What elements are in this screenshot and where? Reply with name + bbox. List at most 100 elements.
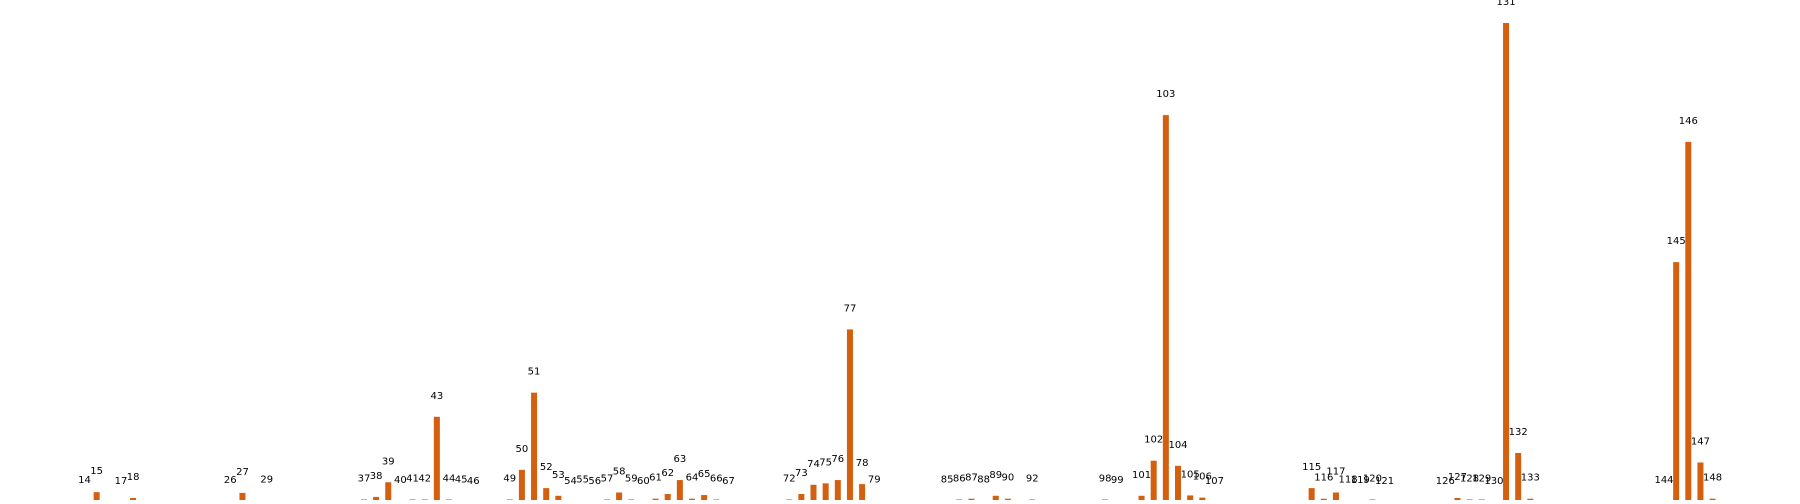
bar-label-105: 105 (1181, 469, 1200, 480)
bar-label-40: 40 (394, 475, 407, 486)
bar-label-17: 17 (115, 476, 128, 487)
bar-label-62: 62 (661, 468, 674, 479)
bar-label-49: 49 (503, 473, 516, 484)
bar-label-27: 27 (236, 467, 249, 478)
bar-label-73: 73 (795, 468, 808, 479)
bar-73 (798, 493, 805, 502)
bar-label-118: 118 (1339, 475, 1358, 486)
bar-label-119: 119 (1351, 475, 1370, 486)
bar-77 (846, 329, 853, 502)
bar-131 (1503, 23, 1510, 502)
bar-label-57: 57 (601, 473, 614, 484)
bar-label-148: 148 (1703, 473, 1722, 484)
bar-76 (834, 480, 841, 502)
bar-label-145: 145 (1667, 236, 1686, 247)
bar-label-66: 66 (710, 473, 723, 484)
bar-104 (1175, 465, 1181, 502)
bar-74 (810, 484, 817, 502)
bar-75 (822, 483, 829, 502)
bar-label-117: 117 (1326, 466, 1345, 477)
bar-label-121: 121 (1375, 476, 1394, 487)
bar-label-38: 38 (370, 471, 383, 482)
bar-146 (1685, 141, 1692, 502)
bar-101 (1138, 495, 1145, 502)
bar-label-54: 54 (564, 476, 577, 487)
bar-102 (1150, 460, 1157, 502)
bar-label-39: 39 (382, 456, 395, 467)
bar-label-127: 127 (1448, 472, 1467, 483)
bar-label-67: 67 (722, 476, 735, 487)
bar-label-76: 76 (831, 454, 844, 465)
bar-58 (616, 492, 623, 502)
bar-label-53: 53 (552, 470, 565, 481)
bar-label-86: 86 (953, 473, 966, 484)
bar-label-50: 50 (516, 444, 529, 455)
bar-label-14: 14 (78, 475, 91, 486)
bar-147 (1697, 462, 1704, 502)
bar-145 (1673, 262, 1680, 502)
bar-117 (1332, 492, 1339, 502)
bar-78 (859, 484, 866, 502)
bar-label-15: 15 (90, 466, 103, 477)
bar-label-51: 51 (528, 367, 541, 378)
bar-52 (543, 488, 550, 502)
bar-38 (373, 496, 380, 502)
bar-label-129: 129 (1472, 473, 1491, 484)
bar-115 (1308, 488, 1315, 502)
bar-label-104: 104 (1168, 440, 1187, 451)
bar-label-98: 98 (1099, 473, 1112, 484)
bar-51 (531, 392, 538, 502)
bar-label-101: 101 (1132, 470, 1151, 481)
bar-label-107: 107 (1205, 476, 1224, 487)
bar-label-58: 58 (613, 466, 626, 477)
bar-label-89: 89 (989, 470, 1002, 481)
bar-label-45: 45 (455, 475, 468, 486)
bar-43 (433, 416, 440, 502)
bar-89 (992, 495, 999, 502)
bar-label-131: 131 (1497, 0, 1516, 8)
bar-label-106: 106 (1193, 472, 1212, 483)
bar-label-44: 44 (443, 473, 456, 484)
bar-15 (93, 492, 100, 502)
bar-label-42: 42 (418, 473, 431, 484)
bar-103 (1162, 115, 1169, 502)
bar-label-128: 128 (1460, 473, 1479, 484)
bar-label-52: 52 (540, 462, 553, 473)
bar-label-37: 37 (358, 473, 371, 484)
bar-label-120: 120 (1363, 473, 1382, 484)
bar-label-92: 92 (1026, 473, 1039, 484)
bar-label-146: 146 (1679, 116, 1698, 127)
bar-label-133: 133 (1521, 473, 1540, 484)
bar-label-130: 130 (1484, 476, 1503, 487)
bar-label-26: 26 (224, 475, 237, 486)
bar-label-65: 65 (698, 469, 711, 480)
bar-label-55: 55 (576, 475, 589, 486)
bar-label-87: 87 (965, 473, 978, 484)
bar-label-72: 72 (783, 473, 796, 484)
bar-label-18: 18 (127, 472, 140, 483)
bar-50 (518, 469, 525, 502)
bar-label-116: 116 (1314, 473, 1333, 484)
bar-label-132: 132 (1509, 427, 1528, 438)
bar-label-64: 64 (686, 473, 699, 484)
bar-label-85: 85 (941, 475, 954, 486)
bar-label-90: 90 (1002, 473, 1015, 484)
bars-layer (81, 23, 1716, 502)
bar-53 (555, 495, 562, 502)
bar-label-99: 99 (1111, 475, 1124, 486)
bar-label-29: 29 (260, 475, 273, 486)
bar-label-79: 79 (868, 475, 881, 486)
bar-label-147: 147 (1691, 437, 1710, 448)
bar-label-59: 59 (625, 473, 638, 484)
bar-label-126: 126 (1436, 476, 1455, 487)
bar-label-77: 77 (844, 303, 857, 314)
bar-39 (385, 482, 392, 502)
bar-label-56: 56 (588, 476, 601, 487)
bar-label-46: 46 (467, 476, 480, 487)
bar-62 (664, 493, 671, 502)
bar-label-74: 74 (807, 459, 820, 470)
bar-label-63: 63 (673, 454, 686, 465)
